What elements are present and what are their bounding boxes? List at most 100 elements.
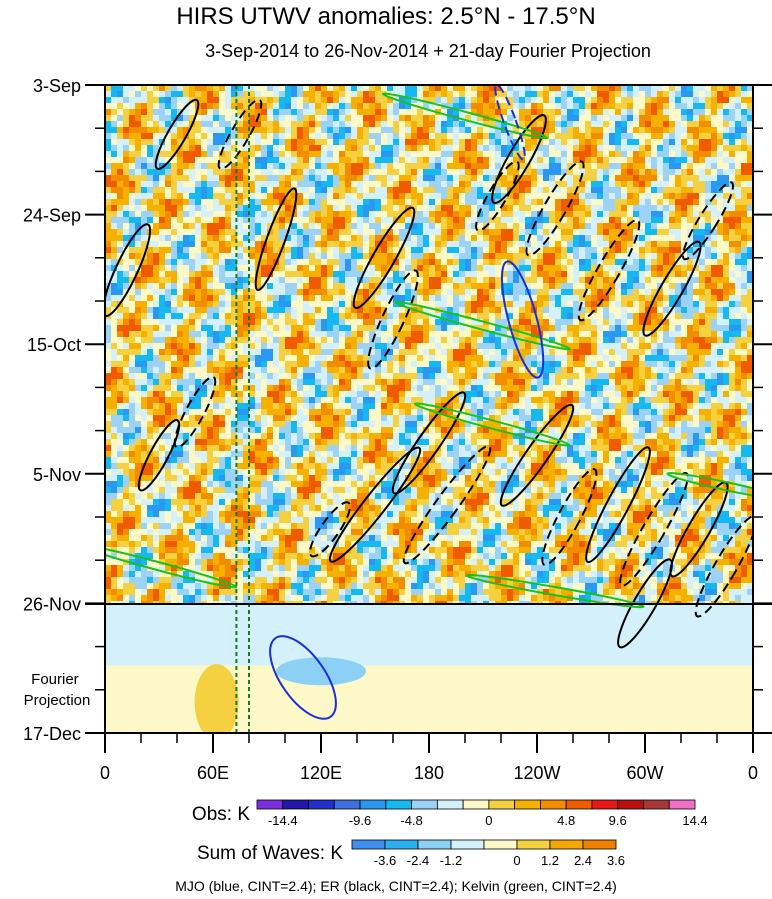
field-cell-3712 bbox=[693, 331, 699, 337]
field-cell-4287 bbox=[429, 373, 435, 379]
field-cell-3402 bbox=[267, 313, 273, 319]
field-cell-3194 bbox=[687, 295, 693, 301]
field-cell-4299 bbox=[513, 373, 519, 379]
field-cell-1023 bbox=[315, 151, 321, 157]
field-cell-4344 bbox=[147, 379, 153, 385]
field-cell-4765 bbox=[705, 403, 711, 409]
field-cell-4103 bbox=[339, 361, 345, 367]
field-cell-1876 bbox=[117, 211, 123, 217]
field-cell-3810 bbox=[123, 343, 129, 349]
field-cell-353 bbox=[651, 103, 657, 109]
field-cell-964 bbox=[543, 145, 549, 151]
field-cell-3537 bbox=[657, 319, 663, 325]
field-cell-3380 bbox=[117, 313, 123, 319]
field-cell-36 bbox=[369, 85, 375, 91]
field-cell-3123 bbox=[183, 295, 189, 301]
field-cell-4380 bbox=[417, 379, 423, 385]
field-cell-2412 bbox=[141, 247, 147, 253]
field-cell-2913 bbox=[591, 277, 597, 283]
field-cell-4080 bbox=[189, 361, 195, 367]
field-cell-4933 bbox=[639, 415, 645, 421]
field-cell-4249 bbox=[159, 373, 165, 379]
field-cell-4713 bbox=[309, 403, 315, 409]
field-cell-3199 bbox=[723, 295, 729, 301]
field-cell-2437 bbox=[309, 247, 315, 253]
field-cell-678 bbox=[405, 127, 411, 133]
field-cell-126 bbox=[339, 91, 345, 97]
field-cell-4481 bbox=[519, 385, 525, 391]
field-cell-1036 bbox=[441, 151, 447, 157]
field-cell-600 bbox=[519, 121, 525, 127]
field-cell-4351 bbox=[189, 379, 195, 385]
field-cell-3869 bbox=[567, 343, 573, 349]
field-cell-886 bbox=[621, 139, 627, 145]
field-cell-2540 bbox=[459, 253, 465, 259]
field-cell-4445 bbox=[231, 385, 237, 391]
field-cell-2340 bbox=[273, 241, 279, 247]
field-cell-3320 bbox=[327, 307, 333, 313]
field-cell-2387 bbox=[603, 241, 609, 247]
field-cell-4463 bbox=[369, 385, 375, 391]
field-cell-4775 bbox=[123, 409, 129, 415]
field-cell-1828 bbox=[399, 205, 405, 211]
field-cell-124 bbox=[327, 91, 333, 97]
field-cell-4349 bbox=[177, 379, 183, 385]
field-cell-2708 bbox=[393, 265, 399, 271]
field-cell-2722 bbox=[489, 265, 495, 271]
field-cell-3225 bbox=[267, 301, 273, 307]
field-cell-4507 bbox=[735, 385, 741, 391]
field-cell-1205 bbox=[435, 163, 441, 169]
field-cell-2175 bbox=[357, 229, 363, 235]
field-cell-1190 bbox=[333, 163, 339, 169]
field-cell-2372 bbox=[483, 241, 489, 247]
field-cell-1563 bbox=[405, 187, 411, 193]
field-cell-629 bbox=[729, 121, 735, 127]
field-cell-98 bbox=[147, 91, 153, 97]
field-cell-4211 bbox=[501, 367, 507, 373]
field-cell-2409 bbox=[117, 247, 123, 253]
field-cell-4446 bbox=[243, 385, 249, 391]
field-cell-4241 bbox=[747, 367, 753, 373]
field-cell-3491 bbox=[309, 319, 315, 325]
field-cell-1152 bbox=[711, 157, 717, 163]
field-cell-2710 bbox=[411, 265, 417, 271]
field-cell-2715 bbox=[441, 265, 447, 271]
field-cell-1638 bbox=[297, 193, 303, 199]
field-cell-602 bbox=[531, 121, 537, 127]
field-cell-4147 bbox=[663, 361, 669, 367]
field-cell-2959 bbox=[291, 283, 297, 289]
field-cell-1957 bbox=[675, 211, 681, 217]
field-cell-3542 bbox=[711, 319, 717, 325]
field-cell-297 bbox=[249, 103, 255, 109]
field-cell-3727 bbox=[153, 337, 159, 343]
field-cell-2150 bbox=[201, 229, 207, 235]
field-cell-2747 bbox=[663, 265, 669, 271]
field-cell-150 bbox=[519, 91, 525, 97]
field-cell-291 bbox=[207, 103, 213, 109]
field-cell-4706 bbox=[261, 403, 267, 409]
field-cell-981 bbox=[675, 145, 681, 151]
field-cell-3103 bbox=[687, 289, 693, 295]
field-cell-3071 bbox=[459, 289, 465, 295]
field-cell-4804 bbox=[345, 409, 351, 415]
field-cell-4335 bbox=[741, 373, 747, 379]
field-cell-662 bbox=[285, 127, 291, 133]
field-cell-1727 bbox=[297, 199, 303, 205]
field-cell-1656 bbox=[429, 193, 435, 199]
field-cell-4386 bbox=[465, 379, 471, 385]
field-cell-45 bbox=[429, 85, 435, 91]
field-cell-4666 bbox=[603, 397, 609, 403]
field-cell-4986 bbox=[357, 421, 363, 427]
field-cell-3127 bbox=[207, 295, 213, 301]
field-cell-3490 bbox=[303, 319, 309, 325]
field-cell-3778 bbox=[531, 337, 537, 343]
field-cell-3394 bbox=[213, 313, 219, 319]
field-cell-2249 bbox=[243, 235, 249, 241]
field-cell-4989 bbox=[381, 421, 387, 427]
field-cell-785 bbox=[555, 133, 561, 139]
field-cell-1233 bbox=[633, 163, 639, 169]
field-cell-3372 bbox=[705, 307, 711, 313]
field-cell-179 bbox=[723, 91, 729, 97]
field-cell-3928 bbox=[339, 349, 345, 355]
field-cell-3088 bbox=[573, 289, 579, 295]
